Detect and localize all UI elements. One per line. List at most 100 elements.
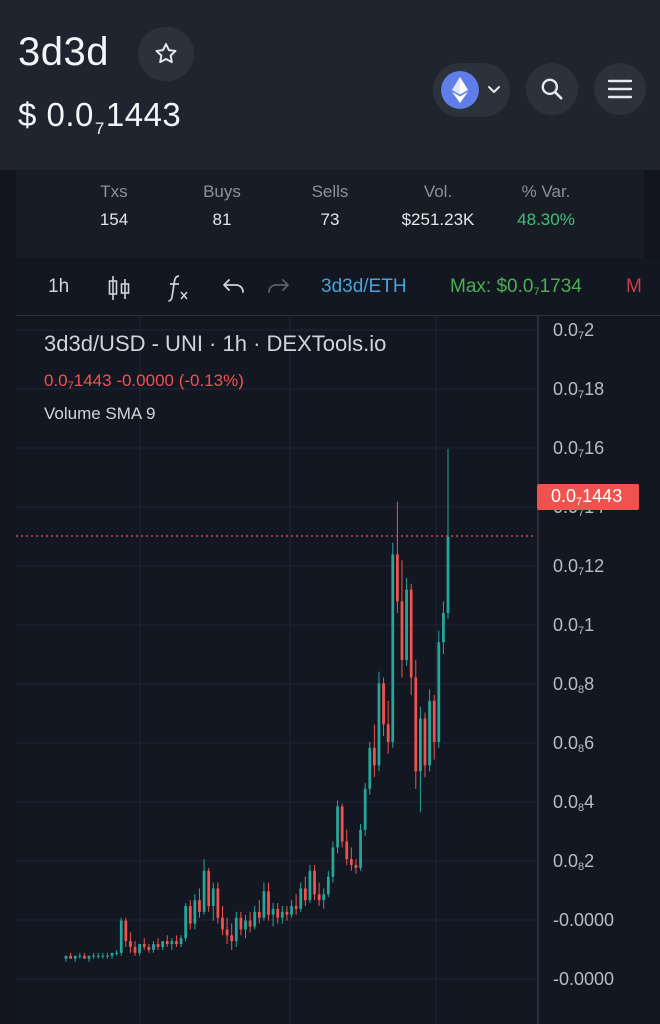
indicators-button[interactable] bbox=[165, 273, 191, 309]
stat-label: Txs bbox=[100, 182, 128, 201]
candle-body bbox=[331, 847, 335, 877]
stat-volume: Vol. $251.23K bbox=[383, 182, 493, 230]
candle-body bbox=[326, 876, 330, 895]
chevron-down-icon bbox=[488, 86, 500, 93]
candle-body bbox=[386, 724, 390, 742]
candlestick-plot[interactable] bbox=[16, 316, 660, 1024]
ethereum-icon bbox=[441, 71, 479, 109]
candle-body bbox=[202, 870, 206, 912]
stat-label: Sells bbox=[311, 182, 349, 201]
candle-body bbox=[313, 870, 316, 895]
token-price-digits: 1443 bbox=[105, 96, 182, 133]
candle-body bbox=[69, 955, 72, 959]
price-axis-label: 0.0718 bbox=[553, 379, 605, 401]
candle-body bbox=[225, 929, 229, 936]
candle-body bbox=[368, 747, 372, 789]
price-axis-label: 0.088 bbox=[553, 674, 595, 696]
candle-body bbox=[257, 911, 261, 918]
candle-body bbox=[377, 683, 381, 766]
candle-body bbox=[83, 955, 86, 959]
max-price-prefix: Max: $0.0 bbox=[450, 276, 534, 297]
candle-body bbox=[248, 920, 252, 927]
candle-body bbox=[349, 859, 353, 865]
candle-body bbox=[133, 946, 137, 953]
legend-change: -0.0000 (-0.13%) bbox=[111, 371, 244, 390]
stat-variation: % Var. 48.30% bbox=[491, 182, 601, 230]
candle-body bbox=[115, 952, 119, 954]
pair-symbol[interactable]: 3d3d/ETH bbox=[321, 276, 407, 297]
candlestick-icon bbox=[108, 276, 130, 300]
candle-body bbox=[170, 941, 174, 945]
legend-price-zero-count: 7 bbox=[67, 380, 74, 392]
candle-body bbox=[244, 920, 247, 930]
candle-body bbox=[423, 718, 427, 766]
legend-price-prefix: 0.0 bbox=[44, 371, 68, 390]
chart-container[interactable]: 1h 3d3d/ETH Max: $0.0717 bbox=[16, 258, 660, 1024]
stat-value: 48.30% bbox=[517, 210, 575, 229]
star-outline-icon bbox=[155, 43, 177, 64]
candle-body bbox=[285, 911, 289, 915]
price-axis-label: 0.0712 bbox=[553, 556, 605, 578]
candle-body bbox=[382, 683, 385, 725]
candle-body bbox=[276, 908, 280, 918]
price-axis-label: 0.084 bbox=[553, 792, 595, 814]
candle-body bbox=[184, 905, 188, 939]
legend-price: 0.071443 -0.0000 (-0.13%) bbox=[44, 371, 386, 392]
stat-sells: Sells 73 bbox=[275, 182, 385, 230]
candle-body bbox=[96, 955, 100, 957]
candle-body bbox=[299, 888, 303, 909]
candle-body bbox=[188, 905, 192, 924]
hamburger-menu-icon bbox=[607, 79, 633, 99]
chain-selector-button[interactable] bbox=[433, 63, 510, 117]
menu-button[interactable] bbox=[594, 63, 646, 115]
price-axis-label: -0.0000 bbox=[553, 969, 615, 989]
candle-body bbox=[409, 589, 413, 678]
token-price: $ 0.071443 bbox=[18, 96, 182, 138]
current-price-tag: 0.071443 bbox=[537, 484, 639, 510]
redo-icon bbox=[268, 279, 289, 293]
chart-toolbar: 1h 3d3d/ETH Max: $0.0717 bbox=[16, 258, 660, 316]
candle-body bbox=[221, 917, 224, 930]
candle-body bbox=[253, 911, 257, 927]
candle-body bbox=[280, 911, 284, 918]
candle-body bbox=[271, 908, 275, 915]
price-axis-label: 0.071 bbox=[553, 615, 595, 637]
search-button[interactable] bbox=[526, 63, 578, 115]
candle-body bbox=[354, 864, 358, 868]
candle-body bbox=[405, 589, 408, 660]
stat-value: 81 bbox=[212, 210, 232, 229]
max-price: Max: $0.071734 bbox=[450, 276, 582, 298]
candle-body bbox=[110, 952, 114, 956]
candle-body bbox=[363, 788, 367, 830]
favorite-button[interactable] bbox=[138, 27, 194, 81]
undo-button[interactable] bbox=[221, 278, 247, 302]
candle-body bbox=[230, 935, 234, 942]
candle-body bbox=[198, 900, 201, 912]
stat-value: 73 bbox=[320, 210, 340, 229]
candle-body bbox=[239, 917, 243, 930]
function-fx-icon bbox=[168, 275, 188, 302]
stat-value: $251.23K bbox=[401, 210, 475, 229]
candle-body bbox=[395, 554, 399, 602]
candle-body bbox=[372, 747, 376, 766]
candle-body bbox=[322, 894, 326, 901]
price-axis-label: 0.072 bbox=[553, 320, 595, 342]
candle-body bbox=[156, 944, 160, 947]
interval-button[interactable]: 1h bbox=[48, 276, 70, 297]
candle-body bbox=[119, 920, 123, 953]
token-header: 3d3d $ 0.071443 bbox=[0, 0, 660, 170]
candle-body bbox=[165, 941, 169, 945]
candle-body bbox=[308, 870, 312, 901]
stat-value: 154 bbox=[99, 210, 129, 229]
redo-button[interactable] bbox=[265, 278, 291, 302]
price-axis-label: 0.086 bbox=[553, 733, 595, 755]
candle-body bbox=[211, 888, 215, 906]
candle-body bbox=[92, 955, 95, 957]
candle-body bbox=[294, 905, 298, 909]
candle-body bbox=[234, 917, 238, 942]
legend-price-digits: 1443 bbox=[73, 371, 112, 390]
candle-body bbox=[345, 841, 349, 860]
candlestick-type-button[interactable] bbox=[107, 274, 131, 308]
candle-body bbox=[340, 806, 344, 842]
max-price-digits: 1734 bbox=[539, 276, 582, 297]
